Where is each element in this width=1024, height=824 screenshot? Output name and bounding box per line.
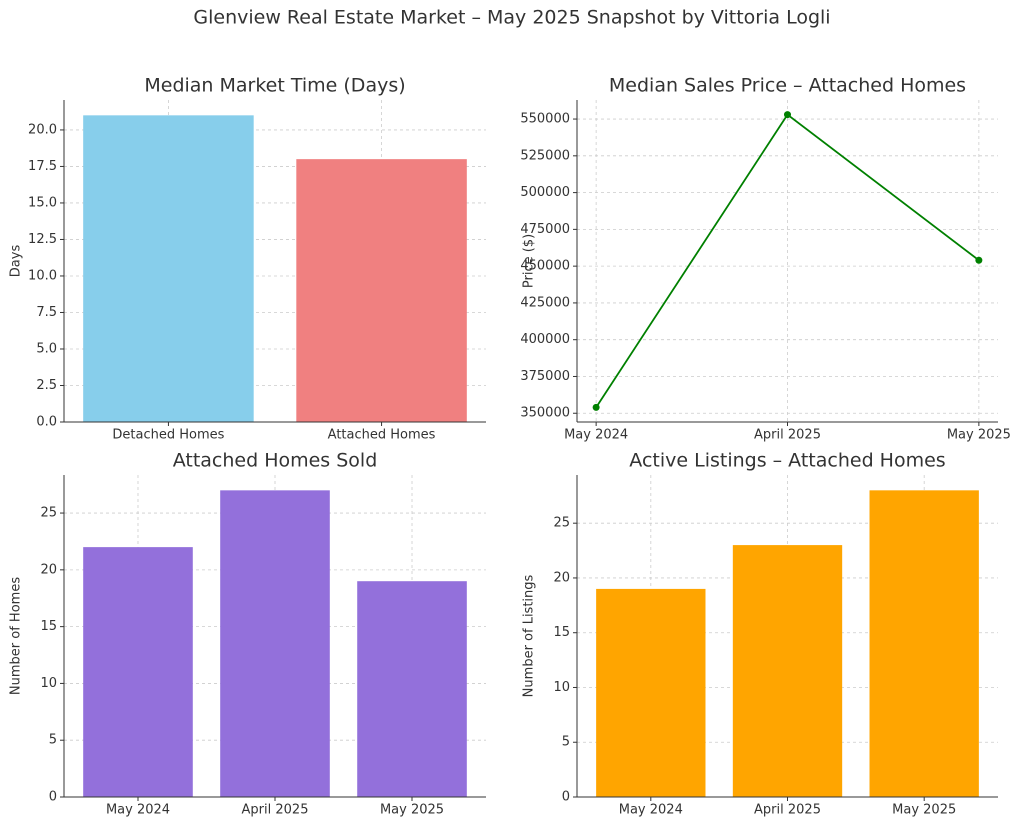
y-axis-label: Price ($) bbox=[522, 234, 537, 288]
y-tick-label: 550000 bbox=[520, 112, 570, 127]
bar bbox=[596, 588, 706, 797]
y-tick-label: 12.5 bbox=[28, 232, 57, 247]
bar bbox=[296, 159, 467, 422]
y-axis-label: Number of Homes bbox=[9, 577, 24, 695]
y-tick-label: 10.0 bbox=[28, 268, 57, 283]
y-tick-label: 17.5 bbox=[28, 159, 57, 174]
bar bbox=[220, 490, 330, 797]
chart-title: Attached Homes Sold bbox=[173, 450, 378, 472]
y-tick-label: 350000 bbox=[520, 406, 570, 421]
x-tick-label: May 2025 bbox=[947, 428, 1011, 443]
y-tick-label: 2.5 bbox=[36, 378, 57, 393]
y-tick-label: 375000 bbox=[520, 369, 570, 384]
y-tick-label: 5 bbox=[49, 733, 57, 748]
y-axis-label: Number of Listings bbox=[522, 574, 537, 697]
bar bbox=[732, 545, 843, 797]
bar bbox=[83, 547, 193, 797]
marker bbox=[975, 256, 983, 264]
figure-title: Glenview Real Estate Market – May 2025 S… bbox=[193, 7, 830, 29]
bar bbox=[357, 581, 467, 797]
chart-title: Median Market Time (Days) bbox=[144, 75, 405, 97]
line bbox=[595, 113, 980, 408]
x-tick-label: Detached Homes bbox=[112, 428, 224, 443]
x-tick-label: April 2025 bbox=[754, 428, 821, 443]
bar bbox=[83, 115, 254, 422]
x-tick-label: May 2025 bbox=[892, 803, 956, 818]
x-tick-label: Attached Homes bbox=[328, 428, 436, 443]
y-tick-label: 15 bbox=[40, 619, 57, 634]
y-tick-label: 25 bbox=[553, 516, 570, 531]
y-tick-label: 0 bbox=[562, 790, 570, 805]
bar bbox=[869, 490, 979, 797]
y-tick-label: 7.5 bbox=[36, 305, 57, 320]
y-tick-label: 5 bbox=[562, 735, 570, 750]
x-tick-label: April 2025 bbox=[754, 803, 821, 818]
x-tick-label: April 2025 bbox=[242, 803, 309, 818]
marker bbox=[592, 403, 600, 411]
chart-title: Median Sales Price – Attached Homes bbox=[609, 75, 966, 97]
y-tick-label: 20.0 bbox=[28, 122, 57, 137]
y-tick-label: 10 bbox=[553, 680, 570, 695]
y-tick-label: 15.0 bbox=[28, 195, 57, 210]
y-tick-label: 400000 bbox=[520, 332, 570, 347]
y-tick-label: 25 bbox=[40, 506, 57, 521]
y-tick-label: 0.0 bbox=[36, 415, 57, 430]
x-tick-label: May 2024 bbox=[106, 803, 170, 818]
x-tick-label: May 2024 bbox=[564, 428, 628, 443]
x-tick-label: May 2024 bbox=[619, 803, 683, 818]
y-axis-label: Days bbox=[9, 245, 24, 278]
y-tick-label: 5.0 bbox=[36, 341, 57, 356]
y-tick-label: 15 bbox=[553, 625, 570, 640]
x-tick-label: May 2025 bbox=[380, 803, 444, 818]
y-tick-label: 475000 bbox=[520, 222, 570, 237]
y-tick-label: 425000 bbox=[520, 295, 570, 310]
y-tick-label: 20 bbox=[553, 570, 570, 585]
y-tick-label: 450000 bbox=[520, 259, 570, 274]
y-tick-label: 500000 bbox=[520, 185, 570, 200]
marker bbox=[784, 111, 791, 119]
chart-title: Active Listings – Attached Homes bbox=[629, 450, 945, 472]
y-tick-label: 0 bbox=[49, 790, 57, 805]
y-tick-label: 525000 bbox=[520, 148, 570, 163]
y-tick-label: 10 bbox=[40, 676, 57, 691]
y-tick-label: 20 bbox=[40, 562, 57, 577]
